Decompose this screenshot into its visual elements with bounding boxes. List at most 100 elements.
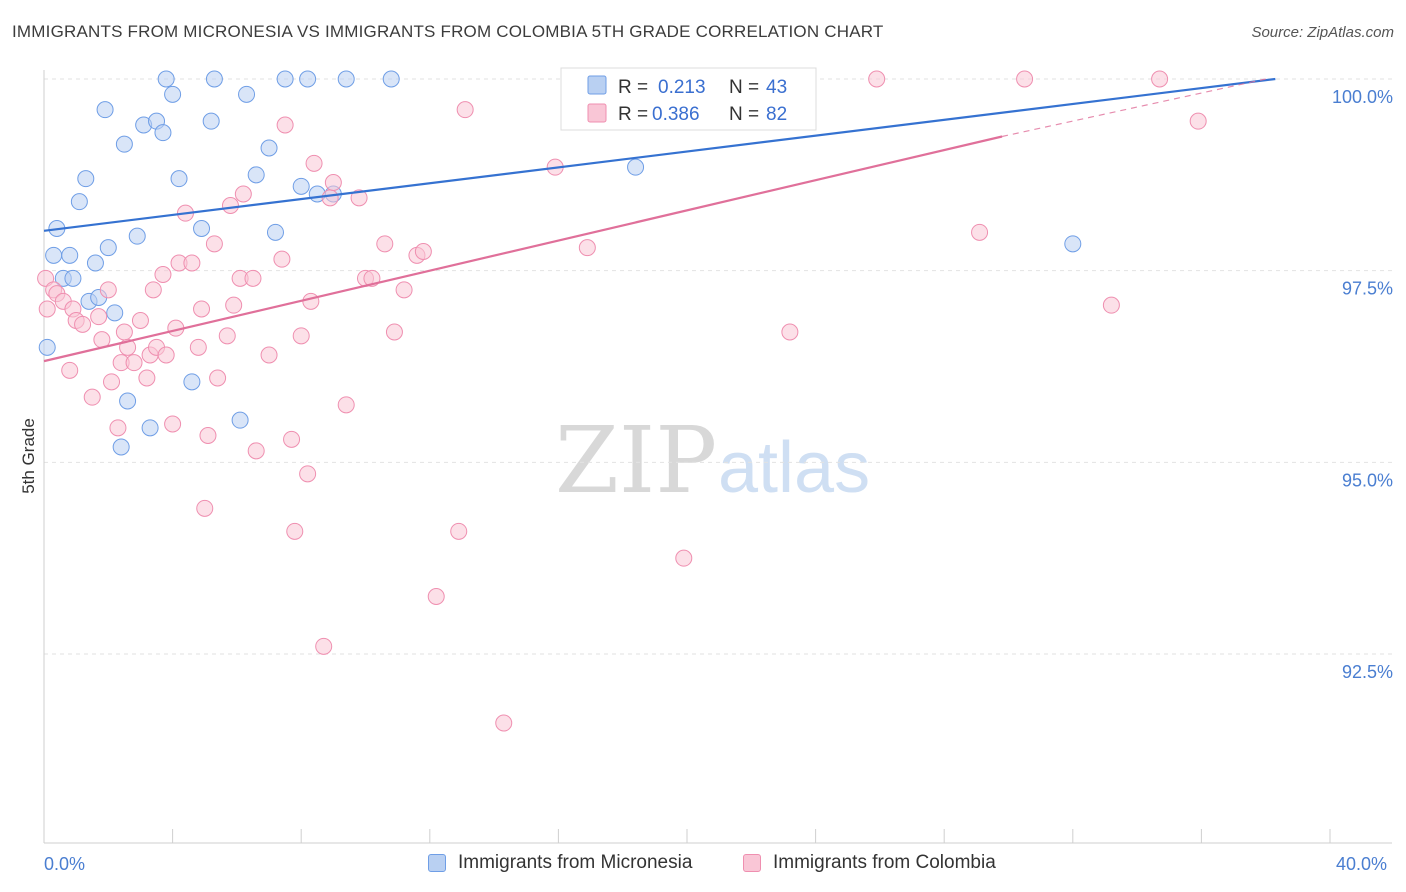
micronesia-point-26: [193, 220, 211, 237]
micronesia-point-1: [45, 246, 63, 264]
micronesia-point-31: [247, 166, 265, 184]
colombia-point-81: [1189, 112, 1207, 130]
legend-r-label-1: R =: [618, 77, 648, 98]
colombia-point-30: [183, 254, 201, 272]
micronesia-point-21: [154, 124, 172, 142]
micronesia-point-41: [627, 158, 645, 176]
legend-n-label-2: N =: [729, 104, 759, 125]
micronesia-point-12: [99, 239, 117, 257]
bottom-legend: Immigrants from Micronesia Immigrants fr…: [0, 852, 1406, 880]
micronesia-point-30: [238, 85, 256, 103]
trend-lines: [43, 77, 1276, 363]
micronesia-point-25: [183, 373, 201, 391]
legend-item-micronesia: Immigrants from Micronesia: [428, 852, 692, 874]
legend-item-colombia: Immigrants from Colombia: [743, 852, 996, 874]
trend-line-colombia: [43, 135, 1003, 363]
colombia-point-35: [205, 235, 223, 253]
colombia-point-61: [385, 323, 403, 341]
colombia-point-37: [218, 327, 236, 345]
micronesia-point-14: [112, 438, 130, 456]
trend-line-micronesia: [43, 77, 1276, 232]
legend-r-value-1: 0.213: [658, 77, 706, 98]
colombia-point-39: [225, 296, 243, 314]
colombia-point-46: [276, 116, 294, 134]
colombia-point-5: [61, 361, 79, 379]
series-colombia: [37, 70, 1207, 732]
micronesia-point-35: [292, 177, 310, 195]
colombia-point-56: [337, 396, 355, 414]
colombia-point-24: [154, 266, 172, 283]
colombia-point-50: [299, 465, 317, 483]
colombia-point-60: [376, 235, 394, 253]
legend-label-micronesia: Immigrants from Micronesia: [458, 852, 693, 873]
legend-label-colombia: Immigrants from Colombia: [773, 852, 996, 873]
colombia-point-22: [144, 281, 162, 299]
micronesia-point-7: [77, 170, 95, 188]
y-tick-labels: 100.0% 97.5% 95.0% 92.5%: [1332, 87, 1393, 682]
micronesia-point-42: [1064, 235, 1082, 253]
micronesia-point-15: [115, 135, 133, 153]
y-tick-label-3: 92.5%: [1342, 662, 1393, 682]
micronesia-point-5: [64, 269, 82, 287]
micronesia-point-27: [202, 112, 220, 130]
colombia-point-9: [83, 388, 101, 406]
colombia-point-0: [37, 269, 55, 287]
micronesia-point-17: [128, 227, 146, 245]
colombia-point-48: [286, 522, 304, 540]
colombia-point-79: [1102, 296, 1120, 314]
micronesia-point-23: [164, 85, 182, 103]
legend-swatch-micronesia: [587, 75, 607, 95]
x-tick-label-max: 40.0%: [1336, 854, 1387, 874]
micronesia-point-19: [141, 419, 159, 437]
colombia-point-65: [427, 588, 445, 605]
colombia-point-20: [138, 369, 156, 387]
colombia-point-55: [324, 174, 342, 191]
gridlines: [44, 78, 1392, 655]
legend-swatch: [743, 854, 761, 872]
colombia-point-52: [305, 154, 323, 172]
legend-n-label-1: N =: [729, 77, 759, 98]
micronesia-point-22: [157, 70, 175, 88]
legend-r-value-2: 0.386: [652, 104, 700, 125]
y-axis-title: 5th Grade: [19, 418, 38, 494]
micronesia-point-9: [86, 254, 104, 272]
colombia-point-26: [164, 415, 182, 433]
colombia-point-43: [247, 442, 265, 460]
micronesia-point-32: [260, 139, 278, 157]
colombia-point-76: [868, 70, 886, 88]
colombia-point-14: [109, 419, 127, 437]
colombia-point-33: [196, 499, 214, 517]
x-tick-label-min: 0.0%: [44, 854, 85, 874]
colombia-point-41: [234, 185, 252, 203]
colombia-point-67: [456, 101, 474, 119]
micronesia-point-39: [337, 70, 355, 88]
micronesia-point-34: [276, 70, 294, 88]
colombia-point-54: [321, 189, 339, 207]
colombia-point-31: [189, 338, 207, 356]
colombia-point-78: [1016, 70, 1034, 88]
micronesia-point-29: [231, 411, 249, 429]
colombia-point-80: [1151, 70, 1169, 88]
colombia-point-36: [209, 369, 227, 387]
colombia-point-57: [350, 189, 368, 207]
micronesia-point-6: [70, 193, 88, 211]
legend-swatch-colombia: [587, 103, 607, 123]
legend-n-value-1: 43: [766, 77, 787, 98]
colombia-point-25: [157, 346, 175, 364]
colombia-point-51: [302, 292, 320, 310]
micronesia-point-0: [38, 338, 56, 356]
colombia-point-49: [292, 327, 310, 345]
watermark-zip: ZIP: [555, 407, 717, 514]
colombia-point-77: [971, 223, 989, 241]
micronesia-point-33: [266, 223, 284, 241]
colombia-point-16: [115, 323, 133, 341]
micronesia-point-40: [382, 70, 400, 88]
chart-title: IMMIGRANTS FROM MICRONESIA VS IMMIGRANTS…: [12, 22, 884, 41]
colombia-point-1: [38, 300, 56, 318]
micronesia-point-28: [205, 70, 223, 88]
colombia-point-45: [273, 250, 291, 268]
colombia-point-44: [260, 346, 278, 364]
legend-r-label-2: R =: [618, 104, 648, 125]
colombia-point-66: [450, 522, 468, 540]
